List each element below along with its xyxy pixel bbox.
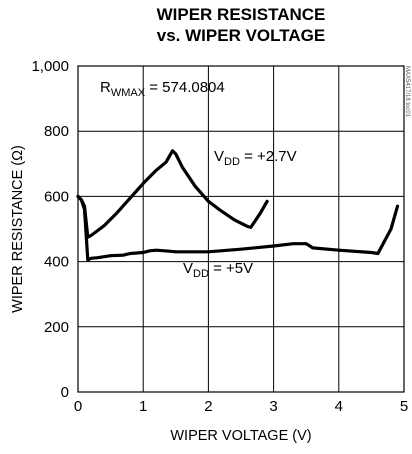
x-tick-label: 2 [204, 398, 212, 415]
series-group [76, 149, 400, 262]
y-tick-label: 0 [61, 384, 69, 401]
y-tick-label: 800 [44, 123, 69, 140]
x-tick-label: 5 [400, 398, 408, 415]
figure-side-note: MAX5417/18 toc01 [404, 66, 410, 118]
annotation-vdd-2-7v: VDD = +2.7V [214, 148, 297, 168]
y-axis-label: WIPER RESISTANCE (Ω) [10, 145, 26, 313]
x-tick-label: 1 [139, 398, 147, 415]
chart-title-line-2: vs. WIPER VOLTAGE [157, 26, 325, 45]
y-tick-label: 400 [44, 254, 69, 271]
y-tick-label: 200 [44, 319, 69, 336]
annotation-vdd-5v: VDD = +5V [183, 260, 253, 280]
y-tick-label: 600 [44, 188, 69, 205]
chart-title-line-1: WIPER RESISTANCE [157, 5, 326, 24]
plot-frame [77, 65, 405, 393]
grid [78, 66, 404, 392]
y-tick-label: 1,000 [31, 58, 69, 75]
x-axis-label: WIPER VOLTAGE (V) [170, 428, 311, 444]
tick-labels: 0 1 2 3 4 5 0 200 400 600 800 1,000 [31, 58, 408, 415]
x-tick-label: 3 [269, 398, 277, 415]
x-tick-label: 0 [74, 398, 82, 415]
series-line-vdd5 [76, 194, 400, 262]
annotation-rwmax: RWMAX = 574.0804 [100, 79, 225, 99]
series-line-vdd27 [76, 149, 269, 239]
x-tick-label: 4 [335, 398, 343, 415]
